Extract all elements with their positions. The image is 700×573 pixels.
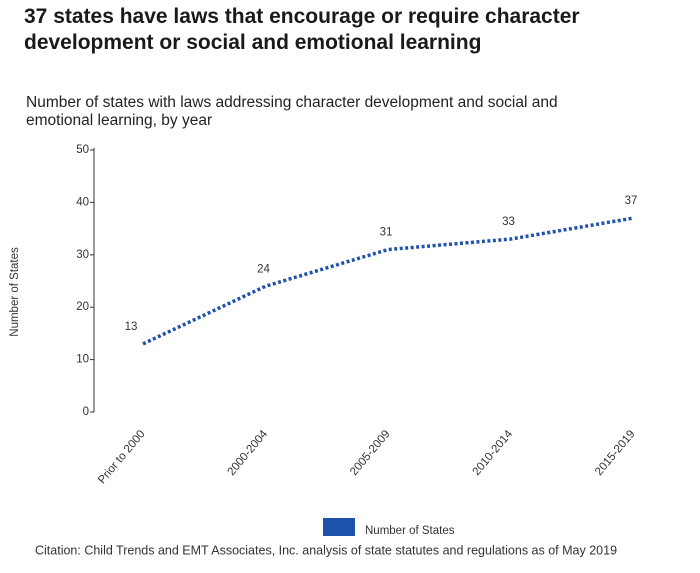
data-label: 37 — [625, 195, 638, 207]
x-tick-label: 2005-2009 — [348, 428, 393, 478]
data-label: 33 — [502, 216, 515, 228]
y-tick-label: 0 — [83, 406, 89, 418]
x-tick-label: 2015-2019 — [593, 428, 638, 478]
data-line — [142, 216, 634, 346]
legend-swatch — [323, 518, 355, 536]
x-tick-label: 2010-2014 — [471, 428, 516, 478]
y-tick-label: 10 — [76, 354, 89, 366]
citation: Citation: Child Trends and EMT Associate… — [35, 543, 617, 557]
x-tick-label: Prior to 2000 — [96, 428, 148, 486]
data-label: 13 — [125, 321, 138, 333]
y-tick-label: 30 — [76, 249, 89, 261]
y-tick-label: 50 — [76, 144, 89, 156]
x-tick-label: 2000-2004 — [226, 428, 271, 478]
y-tick-label: 40 — [76, 196, 89, 208]
y-tick-label: 20 — [76, 301, 89, 313]
data-label: 24 — [257, 263, 270, 275]
data-label: 31 — [380, 227, 393, 239]
y-axis-label: Number of States — [9, 247, 21, 337]
chart-title: 37 states have laws that encourage or re… — [24, 5, 580, 54]
legend-label: Number of States — [365, 525, 455, 537]
chart-subtitle: Number of states with laws addressing ch… — [26, 94, 558, 129]
